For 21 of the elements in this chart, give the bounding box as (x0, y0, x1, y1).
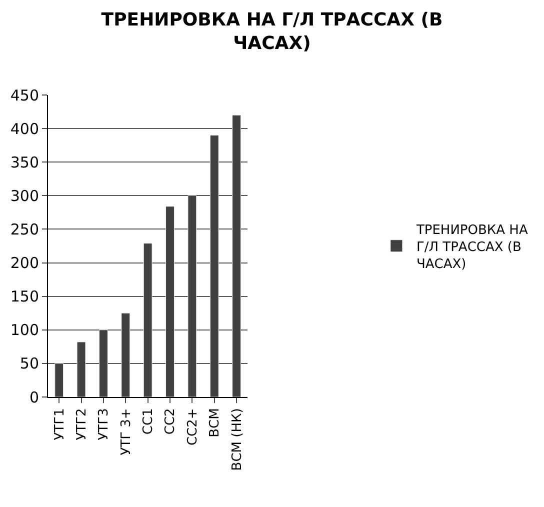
y-tick-label: 100 (10, 321, 39, 340)
y-tick-label: 200 (10, 254, 39, 272)
x-tick-label: ВСМ (208, 408, 223, 438)
y-tick-label: 250 (10, 220, 39, 238)
legend-label: ТРЕНИРОВКА НА Г/Л ТРАССАХ (В ЧАСАХ) (415, 223, 528, 272)
x-tick-label: УТГ1 (52, 408, 68, 440)
x-tick-label: УТГ2 (74, 408, 90, 440)
y-tick-label: 300 (10, 186, 39, 205)
y-tick-label: 450 (10, 86, 39, 104)
x-tick-label: СС2+ (185, 408, 200, 446)
x-tick-label: УТГ3 (96, 408, 112, 440)
x-tick-label: ВСМ (НК) (230, 408, 245, 471)
y-tick-label: 0 (29, 388, 39, 406)
y-tick-label: 50 (20, 354, 39, 373)
y-tick-label: 150 (10, 288, 39, 306)
y-tick-label: 400 (10, 120, 39, 138)
x-tick-label: СС1 (141, 408, 156, 435)
x-tick-label: СС2 (163, 408, 178, 435)
chart-title: ТРЕНИРОВКА НА Г/Л ТРАССАХ (В ЧАСАХ) (101, 9, 443, 54)
y-tick-label: 350 (10, 153, 39, 172)
x-tick-label: УТГ 3+ (118, 408, 134, 456)
